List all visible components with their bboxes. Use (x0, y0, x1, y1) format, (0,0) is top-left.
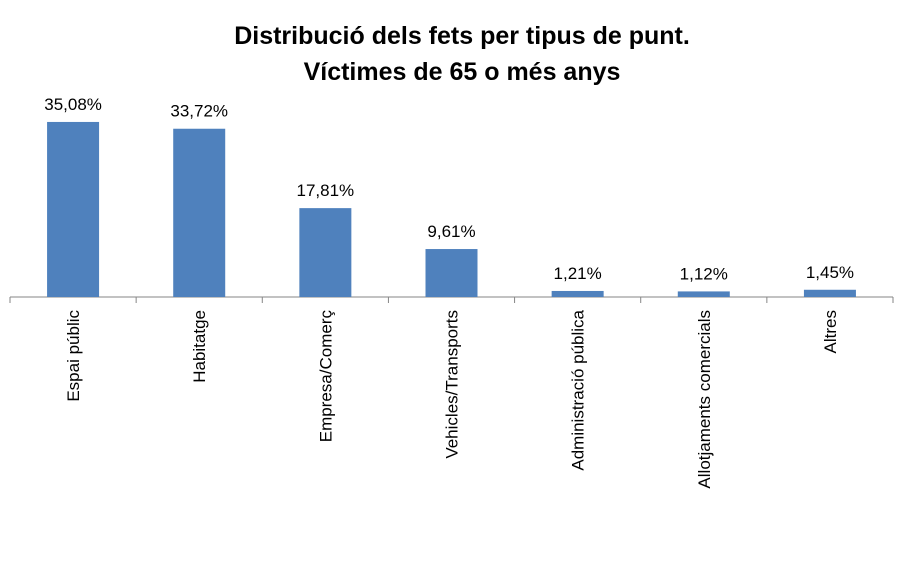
x-tick-label: Vehicles/Transports (443, 310, 462, 459)
data-label: 9,61% (427, 222, 475, 241)
bar (173, 128, 226, 297)
bar (299, 208, 352, 297)
x-tick-label: Allotjaments comercials (695, 310, 714, 489)
x-tick-label: Empresa/Comerç (316, 310, 335, 443)
data-label: 35,08% (44, 95, 102, 114)
data-label: 1,21% (554, 264, 602, 283)
bar (47, 121, 100, 297)
chart-title: Distribució dels fets per tipus de punt. (234, 22, 690, 50)
x-tick-label: Administració pública (569, 309, 588, 470)
data-label: 1,45% (806, 263, 854, 282)
data-label: 1,12% (680, 264, 728, 283)
bar (677, 291, 730, 297)
data-label: 33,72% (170, 102, 228, 121)
x-tick-label: Habitatge (190, 310, 209, 383)
chart-title: Víctimes de 65 o més anys (304, 58, 621, 86)
bar (551, 290, 604, 297)
data-label: 17,81% (297, 181, 355, 200)
bar (803, 289, 856, 297)
bar (425, 249, 478, 297)
x-tick-label: Altres (821, 310, 840, 353)
x-tick-label: Espai públic (64, 310, 83, 402)
